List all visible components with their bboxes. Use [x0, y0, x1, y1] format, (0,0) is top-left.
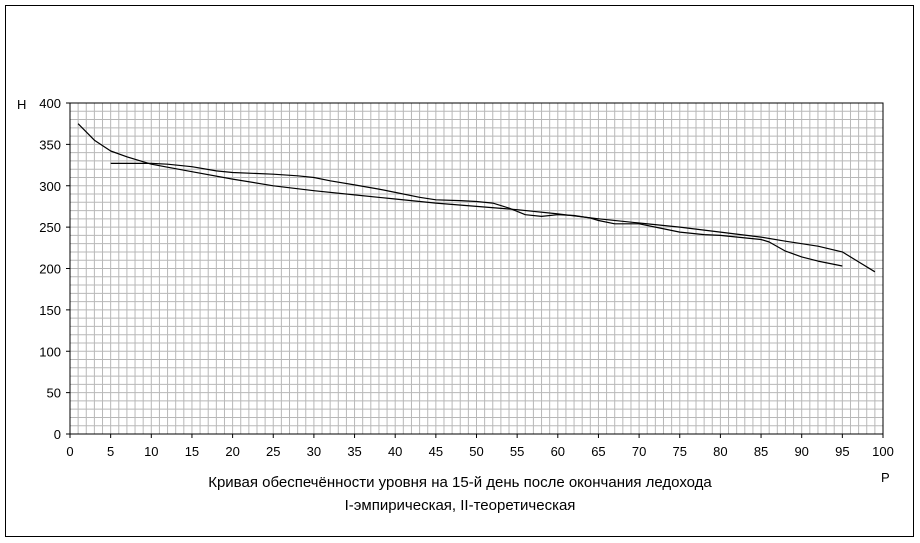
- x-tick-label: 100: [872, 444, 894, 459]
- x-tick-label: 55: [510, 444, 524, 459]
- x-tick-label: 95: [835, 444, 849, 459]
- y-tick-label: 350: [39, 137, 61, 152]
- y-tick-label: 100: [39, 344, 61, 359]
- y-tick-label: 150: [39, 303, 61, 318]
- chart-frame: [5, 5, 914, 537]
- x-tick-label: 50: [469, 444, 483, 459]
- x-axis-label: P: [881, 470, 890, 485]
- x-tick-label: 30: [307, 444, 321, 459]
- y-axis-label: H: [17, 97, 26, 112]
- y-tick-label: 50: [47, 386, 61, 401]
- y-tick-label: 200: [39, 262, 61, 277]
- y-tick-label: 300: [39, 179, 61, 194]
- axis-ticks: 0 5 10 15 20 25 30 35 40 45 50 55 60 65 70 75 80 85 90 95 10…: [39, 96, 894, 459]
- series-group: [77, 123, 876, 273]
- x-tick-label: 15: [185, 444, 199, 459]
- grid: [70, 103, 883, 434]
- y-tick-label: 400: [39, 96, 61, 111]
- x-tick-label: 60: [551, 444, 565, 459]
- y-tick-label: 0: [54, 427, 61, 442]
- x-tick-label: 70: [632, 444, 646, 459]
- x-tick-label: 5: [107, 444, 114, 459]
- x-tick-label: 80: [713, 444, 727, 459]
- x-tick-label: 90: [794, 444, 808, 459]
- y-tick-label: 250: [39, 220, 61, 235]
- x-tick-label: 85: [754, 444, 768, 459]
- x-tick-label: 35: [347, 444, 361, 459]
- series-line-2: [77, 123, 876, 273]
- series-line-1: [110, 162, 843, 267]
- x-tick-label: 65: [591, 444, 605, 459]
- x-tick-label: 10: [144, 444, 158, 459]
- x-tick-label: 20: [225, 444, 239, 459]
- chart-caption-line-1: Кривая обеспечённости уровня на 15-й ден…: [208, 474, 712, 491]
- x-tick-label: 0: [66, 444, 73, 459]
- x-tick-label: 75: [673, 444, 687, 459]
- x-tick-label: 40: [388, 444, 402, 459]
- x-tick-label: 45: [429, 444, 443, 459]
- x-tick-label: 25: [266, 444, 280, 459]
- chart-caption-line-2: I-эмпирическая, II-теоретическая: [344, 497, 576, 514]
